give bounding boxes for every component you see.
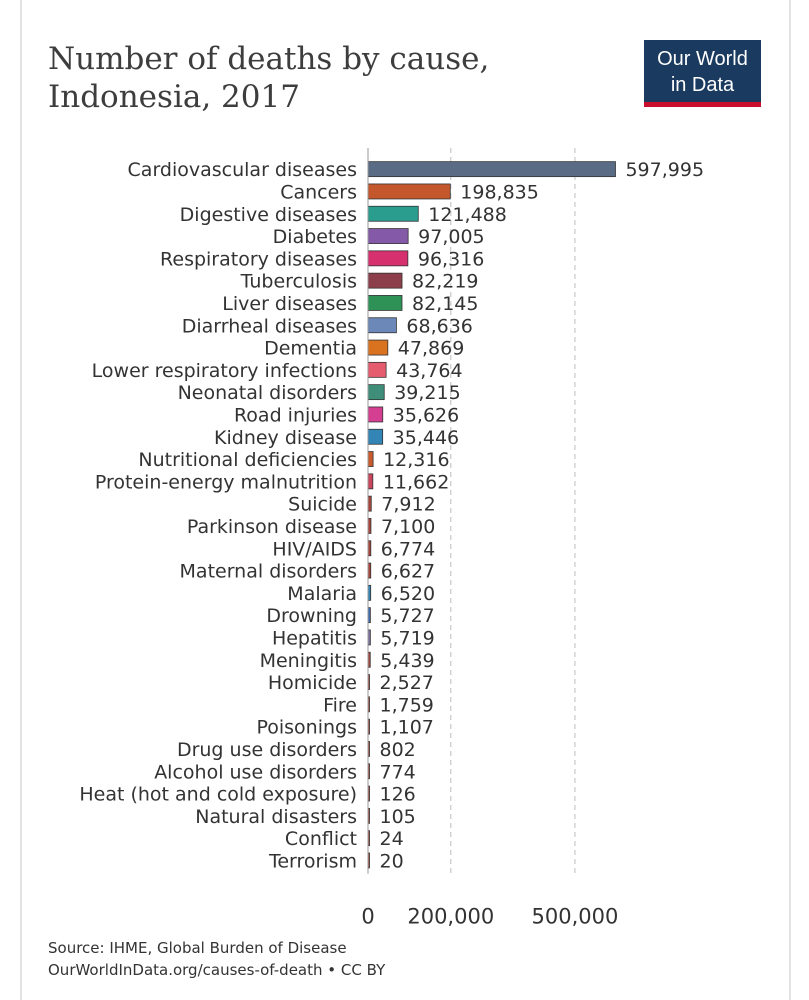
category-label: Homicide [268,672,357,694]
category-label: Maternal disorders [180,561,357,583]
value-label: 39,215 [394,382,460,404]
logo-line-2: in Data [670,74,735,96]
value-label: 1,107 [380,717,434,739]
bar [367,272,403,289]
value-label: 198,835 [460,181,539,203]
bar [367,406,384,423]
bar [367,183,451,200]
category-label: Kidney disease [214,427,357,449]
category-label: Malaria [287,583,357,605]
category-label: Heat (hot and cold exposure) [79,784,357,806]
category-label: Alcohol use disorders [154,761,357,783]
bar [367,473,374,490]
category-label: Natural disasters [195,806,357,828]
bar [367,451,374,467]
value-label: 35,446 [393,427,459,449]
value-label: 1,759 [380,694,434,716]
logo-line-1: Our World [657,48,748,70]
owid-logo[interactable]: Our World in Data [644,40,761,107]
bar-chart: Cardiovascular diseases 597,995 Cancers 198… [79,148,704,929]
bar [367,384,385,401]
bar [367,161,616,178]
value-label: 7,100 [381,516,435,538]
value-label: 96,316 [418,248,484,270]
value-label: 47,869 [398,338,464,360]
bar [367,250,409,267]
category-label: Digestive diseases [180,204,357,226]
value-label: 24 [380,828,404,850]
chart-title-line-2: Indonesia, 2017 [48,79,300,115]
value-label: 97,005 [418,226,484,248]
x-tick-label: 500,000 [532,905,619,929]
x-tick-label: 200,000 [407,905,494,929]
category-label: Hepatitis [272,627,357,649]
bar [367,317,397,334]
category-label: Poisonings [256,717,357,739]
bar [367,339,389,356]
x-tick-label: 0 [361,905,374,929]
value-label: 6,774 [381,538,435,560]
bar [367,228,409,244]
category-label: Liver diseases [222,293,357,315]
category-label: Road injuries [234,404,357,426]
category-label: Nutritional deficiencies [138,449,357,471]
category-label: Protein-energy malnutrition [95,471,357,493]
category-label: Diabetes [273,226,357,248]
value-label: 82,145 [412,293,478,315]
value-label: 82,219 [412,271,478,293]
category-label: Dementia [264,338,357,360]
value-label: 802 [380,739,416,761]
bar [367,295,403,311]
value-label: 20 [380,850,404,872]
chart-title: Number of deaths by cause, Indonesia, 20… [48,40,568,116]
value-label: 6,520 [381,583,435,605]
value-label: 5,727 [380,605,434,627]
category-label: HIV/AIDS [272,538,357,560]
category-label: Tuberculosis [240,271,357,293]
category-label: Lower respiratory infections [92,360,357,382]
category-label: Drug use disorders [177,739,357,761]
source-note: Source: IHME, Global Burden of Disease [48,939,347,957]
bar [367,361,387,378]
source-link[interactable]: OurWorldInData.org/causes-of-death • CC … [48,961,386,979]
value-label: 126 [380,784,416,806]
bar [367,428,384,445]
value-label: 5,439 [380,650,434,672]
value-label: 12,316 [383,449,449,471]
value-label: 6,627 [381,561,435,583]
category-label: Parkinson disease [187,516,357,538]
value-label: 35,626 [393,404,459,426]
value-label: 2,527 [380,672,434,694]
value-label: 11,662 [383,471,449,493]
value-label: 68,636 [406,315,472,337]
value-label: 105 [380,806,416,828]
bar [367,205,419,222]
value-label: 774 [380,761,416,783]
category-label: Cardiovascular diseases [128,159,357,181]
chart-title-line-1: Number of deaths by cause, [48,41,490,77]
category-label: Suicide [288,494,357,516]
chart-footer: Source: IHME, Global Burden of Disease O… [48,937,385,981]
category-label: Neonatal disorders [178,382,357,404]
category-label: Conflict [285,828,357,850]
category-label: Cancers [280,181,357,203]
value-label: 597,995 [625,159,704,181]
category-label: Respiratory diseases [160,248,357,270]
value-label: 121,488 [428,204,507,226]
value-label: 43,764 [396,360,462,382]
category-label: Diarrheal diseases [182,315,357,337]
category-label: Terrorism [268,850,357,872]
category-label: Drowning [266,605,357,627]
category-label: Meningitis [260,650,357,672]
value-label: 5,719 [380,627,434,649]
value-label: 7,912 [381,494,435,516]
category-label: Fire [323,694,357,716]
